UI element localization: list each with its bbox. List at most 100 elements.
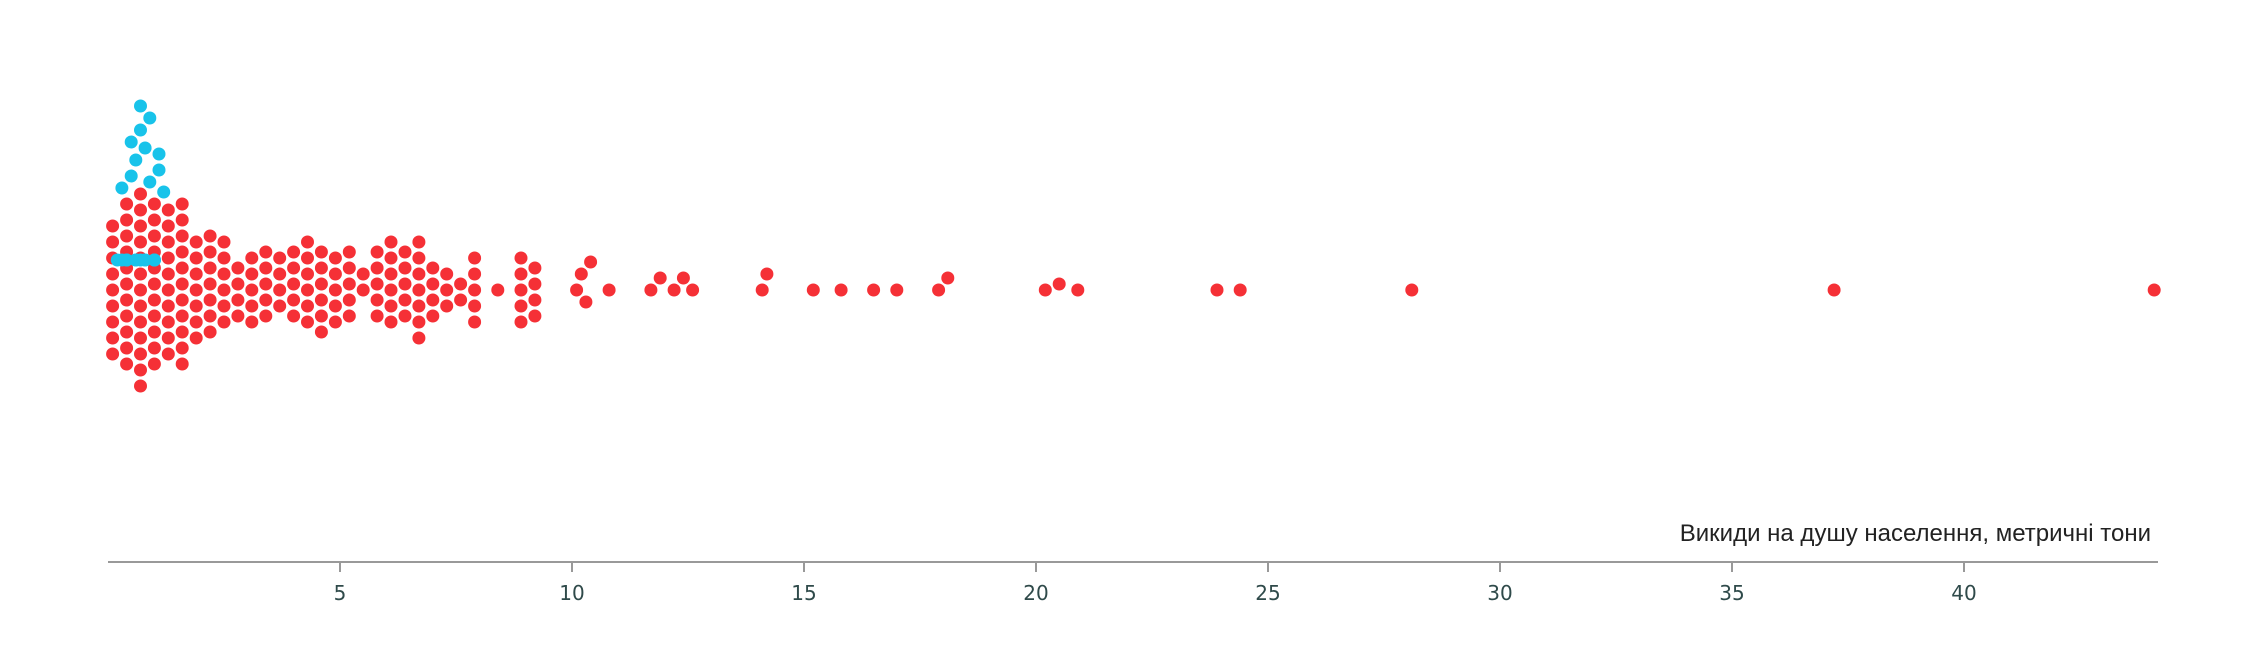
data-point[interactable] bbox=[245, 283, 259, 297]
data-point[interactable] bbox=[301, 283, 314, 297]
data-point[interactable] bbox=[175, 261, 189, 275]
data-point[interactable] bbox=[273, 299, 287, 313]
data-point[interactable] bbox=[528, 261, 542, 275]
data-point-highlight[interactable] bbox=[134, 99, 147, 113]
data-point[interactable] bbox=[203, 229, 217, 243]
data-point[interactable] bbox=[328, 315, 342, 329]
data-point[interactable] bbox=[245, 267, 259, 281]
data-point[interactable] bbox=[890, 283, 904, 297]
data-point[interactable] bbox=[370, 261, 384, 275]
data-point-highlight[interactable] bbox=[134, 123, 147, 137]
data-point[interactable] bbox=[217, 267, 231, 281]
data-point[interactable] bbox=[287, 277, 301, 291]
data-point[interactable] bbox=[161, 251, 175, 265]
data-point[interactable] bbox=[161, 219, 175, 233]
data-point[interactable] bbox=[147, 341, 161, 355]
data-point[interactable] bbox=[384, 267, 398, 281]
data-point[interactable] bbox=[175, 357, 189, 371]
data-point[interactable] bbox=[134, 379, 147, 393]
data-point[interactable] bbox=[203, 277, 217, 291]
data-point[interactable] bbox=[301, 235, 314, 249]
data-point[interactable] bbox=[217, 235, 231, 249]
data-point[interactable] bbox=[175, 293, 189, 307]
data-point[interactable] bbox=[1052, 277, 1066, 291]
data-point[interactable] bbox=[245, 251, 259, 265]
data-point[interactable] bbox=[189, 251, 203, 265]
data-point[interactable] bbox=[314, 309, 328, 323]
data-point[interactable] bbox=[161, 299, 175, 313]
data-point-highlight[interactable] bbox=[157, 185, 171, 199]
data-point[interactable] bbox=[175, 277, 189, 291]
data-point[interactable] bbox=[175, 229, 189, 243]
data-point[interactable] bbox=[161, 315, 175, 329]
data-point[interactable] bbox=[1210, 283, 1224, 297]
data-point-highlight[interactable] bbox=[138, 141, 152, 155]
data-point[interactable] bbox=[755, 283, 769, 297]
data-point[interactable] bbox=[175, 213, 189, 227]
data-point[interactable] bbox=[667, 283, 681, 297]
data-point[interactable] bbox=[370, 277, 384, 291]
data-point[interactable] bbox=[134, 219, 147, 233]
data-point[interactable] bbox=[259, 293, 273, 307]
data-point[interactable] bbox=[217, 251, 231, 265]
data-point[interactable] bbox=[384, 235, 398, 249]
data-point[interactable] bbox=[468, 251, 482, 265]
data-point[interactable] bbox=[301, 251, 314, 265]
data-point[interactable] bbox=[134, 283, 147, 297]
data-point[interactable] bbox=[398, 261, 412, 275]
data-point[interactable] bbox=[189, 299, 203, 313]
data-point[interactable] bbox=[134, 315, 147, 329]
data-point-highlight[interactable] bbox=[129, 153, 143, 167]
data-point[interactable] bbox=[806, 283, 820, 297]
data-point[interactable] bbox=[314, 245, 328, 259]
data-point[interactable] bbox=[412, 331, 426, 345]
data-point[interactable] bbox=[106, 283, 120, 297]
data-point[interactable] bbox=[384, 251, 398, 265]
data-point[interactable] bbox=[106, 331, 120, 345]
data-point[interactable] bbox=[287, 293, 301, 307]
data-point[interactable] bbox=[203, 245, 217, 259]
data-point[interactable] bbox=[398, 293, 412, 307]
data-point[interactable] bbox=[287, 309, 301, 323]
data-point[interactable] bbox=[384, 283, 398, 297]
data-point[interactable] bbox=[287, 261, 301, 275]
data-point[interactable] bbox=[189, 283, 203, 297]
data-point[interactable] bbox=[426, 277, 440, 291]
data-point[interactable] bbox=[514, 315, 528, 329]
data-point[interactable] bbox=[370, 245, 384, 259]
data-point[interactable] bbox=[259, 245, 273, 259]
data-point[interactable] bbox=[314, 277, 328, 291]
data-point[interactable] bbox=[528, 309, 542, 323]
data-point[interactable] bbox=[161, 235, 175, 249]
data-point[interactable] bbox=[491, 283, 505, 297]
data-point[interactable] bbox=[653, 271, 667, 285]
data-point[interactable] bbox=[314, 293, 328, 307]
data-point[interactable] bbox=[356, 267, 370, 281]
data-point[interactable] bbox=[454, 277, 468, 291]
data-point[interactable] bbox=[440, 299, 454, 313]
data-point[interactable] bbox=[328, 283, 342, 297]
data-point[interactable] bbox=[644, 283, 658, 297]
data-point-highlight[interactable] bbox=[115, 181, 129, 195]
data-point[interactable] bbox=[134, 187, 147, 201]
data-point-highlight[interactable] bbox=[152, 163, 166, 177]
data-point[interactable] bbox=[161, 331, 175, 345]
data-point[interactable] bbox=[301, 299, 314, 313]
data-point[interactable] bbox=[398, 309, 412, 323]
data-point[interactable] bbox=[175, 245, 189, 259]
data-point[interactable] bbox=[314, 325, 328, 339]
data-point[interactable] bbox=[426, 309, 440, 323]
data-point[interactable] bbox=[468, 299, 482, 313]
data-point[interactable] bbox=[2147, 283, 2161, 297]
data-point[interactable] bbox=[273, 283, 287, 297]
data-point[interactable] bbox=[147, 277, 161, 291]
data-point[interactable] bbox=[314, 261, 328, 275]
data-point[interactable] bbox=[120, 341, 134, 355]
data-point[interactable] bbox=[147, 357, 161, 371]
data-point[interactable] bbox=[412, 283, 426, 297]
data-point[interactable] bbox=[574, 267, 588, 281]
data-point[interactable] bbox=[273, 267, 287, 281]
data-point[interactable] bbox=[301, 267, 314, 281]
data-point[interactable] bbox=[584, 255, 598, 269]
data-point[interactable] bbox=[161, 347, 175, 361]
